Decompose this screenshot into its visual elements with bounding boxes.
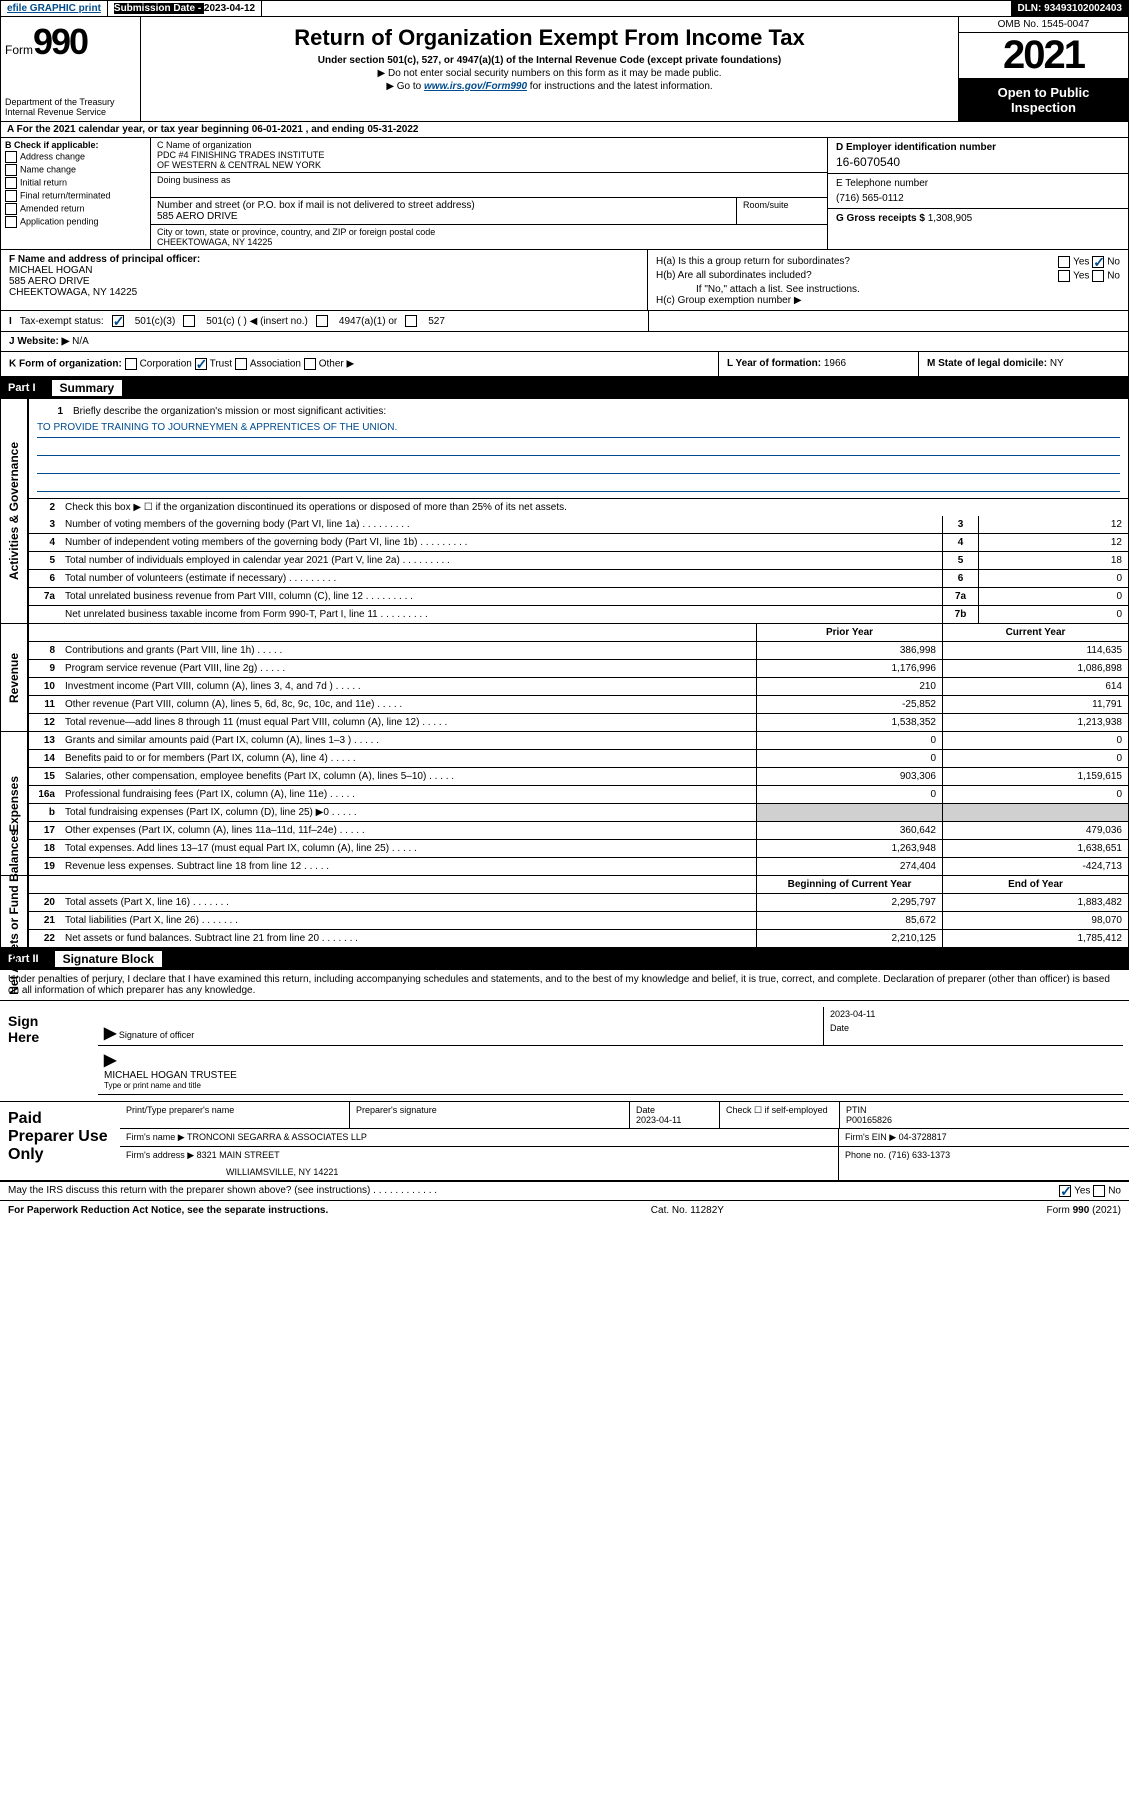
gross-receipts: 1,308,905	[928, 213, 973, 224]
eoy-cell: 98,070	[942, 912, 1128, 929]
current-year-cell: 614	[942, 678, 1128, 695]
boy-cell: 2,210,125	[756, 930, 942, 947]
col-c-org-info: C Name of organization PDC #4 FINISHING …	[151, 138, 828, 249]
eoy-cell: 1,785,412	[942, 930, 1128, 947]
phone: (716) 565-0112	[836, 193, 1120, 204]
omb-number: OMB No. 1545-0047	[959, 17, 1128, 33]
sign-here-block: Sign Here 2023-04-11 ▶ Signature of offi…	[0, 1001, 1129, 1102]
row-i: ITax-exempt status: 501(c)(3) 501(c) ( )…	[0, 311, 1129, 332]
boy-cell: 85,672	[756, 912, 942, 929]
ein: 16-6070540	[836, 155, 1120, 169]
form-number: Form990	[5, 21, 136, 63]
current-year-cell: -424,713	[942, 858, 1128, 875]
irs-link[interactable]: www.irs.gov/Form990	[424, 81, 527, 92]
current-year-cell: 1,086,898	[942, 660, 1128, 677]
mission-text: TO PROVIDE TRAINING TO JOURNEYMEN & APPR…	[37, 422, 1120, 438]
paid-preparer-block: Paid Preparer Use Only Print/Type prepar…	[0, 1102, 1129, 1182]
section-revenue: Revenue Prior YearCurrent Year 8Contribu…	[0, 624, 1129, 732]
row-klm: K Form of organization: Corporation Trus…	[0, 352, 1129, 377]
form-subtitle: Under section 501(c), 527, or 4947(a)(1)…	[149, 55, 950, 66]
current-year-cell: 1,638,651	[942, 840, 1128, 857]
officer-name: MICHAEL HOGAN TRUSTEE	[104, 1070, 1117, 1081]
submission-date-label: Submission Date -	[114, 3, 204, 14]
boy-cell: 2,295,797	[756, 894, 942, 911]
prior-year-cell: 0	[756, 732, 942, 749]
section-governance: Activities & Governance 1Briefly describ…	[0, 399, 1129, 624]
prior-year-cell: -25,852	[756, 696, 942, 713]
efile-link[interactable]: efile GRAPHIC print	[7, 3, 101, 14]
prior-year-cell: 360,642	[756, 822, 942, 839]
part-ii-header: Part II Signature Block	[0, 948, 1129, 970]
current-year-cell: 0	[942, 750, 1128, 767]
line-a-tax-year: A For the 2021 calendar year, or tax yea…	[0, 122, 1129, 138]
form-header: Form990 Department of the Treasury Inter…	[0, 17, 1129, 122]
current-year-cell: 1,159,615	[942, 768, 1128, 785]
page-footer: For Paperwork Reduction Act Notice, see …	[0, 1201, 1129, 1220]
tab-revenue: Revenue	[7, 652, 21, 702]
form-note-ssn: ▶ Do not enter social security numbers o…	[149, 68, 950, 79]
prior-year-cell	[756, 804, 942, 821]
block-fh: F Name and address of principal officer:…	[0, 250, 1129, 311]
dept-treasury: Department of the Treasury Internal Reve…	[5, 97, 136, 117]
current-year-cell: 114,635	[942, 642, 1128, 659]
prior-year-cell: 1,263,948	[756, 840, 942, 857]
section-expenses: Expenses 13Grants and similar amounts pa…	[0, 732, 1129, 876]
prior-year-cell: 1,176,996	[756, 660, 942, 677]
part-i-header: Part I Summary	[0, 377, 1129, 399]
current-year-cell: 479,036	[942, 822, 1128, 839]
current-year-cell	[942, 804, 1128, 821]
prior-year-cell: 0	[756, 750, 942, 767]
may-irs-discuss: May the IRS discuss this return with the…	[0, 1182, 1129, 1201]
value-cell: 0	[978, 588, 1128, 605]
prior-year-cell: 0	[756, 786, 942, 803]
section-net-assets: Net Assets or Fund Balances Beginning of…	[0, 876, 1129, 948]
prior-year-cell: 274,404	[756, 858, 942, 875]
open-to-public: Open to Public Inspection	[959, 79, 1128, 121]
submission-date: 2023-04-12	[204, 3, 255, 14]
signature-intro: Under penalties of perjury, I declare th…	[0, 970, 1129, 1001]
value-cell: 12	[978, 516, 1128, 533]
current-year-cell: 1,213,938	[942, 714, 1128, 731]
block-bcde: B Check if applicable: Address change Na…	[0, 138, 1129, 250]
value-cell: 0	[978, 570, 1128, 587]
row-j-website: J Website: ▶ N/A	[0, 332, 1129, 352]
prior-year-cell: 210	[756, 678, 942, 695]
form-title: Return of Organization Exempt From Incom…	[149, 25, 950, 51]
tab-net-assets: Net Assets or Fund Balances	[7, 829, 21, 995]
tab-expenses: Expenses	[7, 775, 21, 831]
tab-governance: Activities & Governance	[7, 442, 21, 580]
value-cell: 0	[978, 606, 1128, 623]
dln: DLN: 93493102002403	[1011, 1, 1128, 16]
top-bar: efile GRAPHIC print Submission Date - 20…	[0, 0, 1129, 17]
current-year-cell: 0	[942, 732, 1128, 749]
current-year-cell: 0	[942, 786, 1128, 803]
prior-year-cell: 903,306	[756, 768, 942, 785]
prior-year-cell: 1,538,352	[756, 714, 942, 731]
eoy-cell: 1,883,482	[942, 894, 1128, 911]
value-cell: 18	[978, 552, 1128, 569]
col-de: D Employer identification number16-60705…	[828, 138, 1128, 249]
col-b-checkboxes: B Check if applicable: Address change Na…	[1, 138, 151, 249]
value-cell: 12	[978, 534, 1128, 551]
prior-year-cell: 386,998	[756, 642, 942, 659]
tax-year: 2021	[959, 33, 1128, 79]
current-year-cell: 11,791	[942, 696, 1128, 713]
form-note-link: ▶ Go to www.irs.gov/Form990 for instruct…	[149, 81, 950, 92]
